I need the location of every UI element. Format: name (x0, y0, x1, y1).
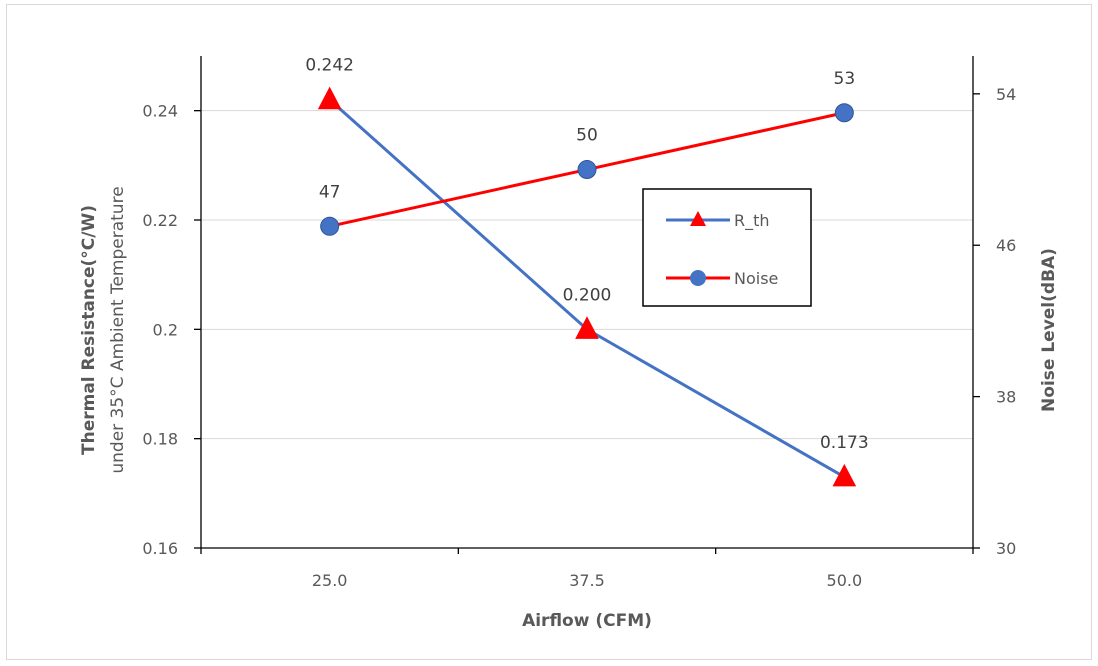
data-point-triangle (832, 463, 857, 487)
y-tick-label: 0.16 (142, 539, 178, 558)
legend-noise-marker (690, 270, 706, 286)
gridlines (201, 110, 973, 440)
data-label: 0.173 (820, 433, 869, 453)
y-axis-title: Thermal Resistance(°C/W) (79, 205, 99, 455)
data-point-triangle (317, 86, 342, 110)
y2-tick-label: 46 (996, 236, 1016, 255)
y-tick-label: 0.18 (142, 430, 178, 449)
x-tick-label: 37.5 (569, 571, 605, 590)
x-axis-title: Airflow (CFM) (522, 611, 652, 631)
data-point-triangle (575, 316, 599, 339)
data-label: 47 (319, 182, 341, 202)
legend-rth-label: R_th (734, 211, 770, 231)
y2-tick-label: 38 (996, 388, 1016, 407)
y-axis-subtitle: under 35°C Ambient Temperature (108, 186, 128, 473)
data-point-circle (320, 216, 340, 236)
data-label: 0.200 (563, 285, 612, 305)
x-tick-label: 50.0 (827, 571, 863, 590)
data-label: 0.242 (305, 56, 354, 76)
data-labels: 0.242 0.200 0.173 47 50 53 (305, 56, 868, 453)
y-tick-label: 0.22 (142, 211, 178, 230)
x-tick-label: 25.0 (312, 571, 348, 590)
y-tick-label: 0.24 (142, 102, 178, 121)
y-tick-label: 0.2 (153, 320, 178, 339)
axes: 0.16 0.18 0.2 0.22 0.24 30 38 46 54 25.0 37.5 50.0 (142, 56, 1016, 590)
data-point-circle (577, 160, 597, 180)
legend-rth-marker (690, 211, 706, 226)
chart-frame (6, 4, 1092, 660)
data-label: 53 (834, 69, 856, 89)
y2-axis-title: Noise Level(dBA) (1039, 248, 1059, 412)
y2-tick-label: 30 (996, 539, 1016, 558)
series-markers (317, 86, 857, 487)
y2-tick-label: 54 (996, 85, 1016, 104)
legend-noise-label: Noise (734, 269, 778, 288)
legend: R_th Noise (642, 188, 812, 307)
legend-box (642, 188, 812, 307)
data-point-circle (834, 103, 854, 123)
data-label: 50 (576, 126, 598, 146)
